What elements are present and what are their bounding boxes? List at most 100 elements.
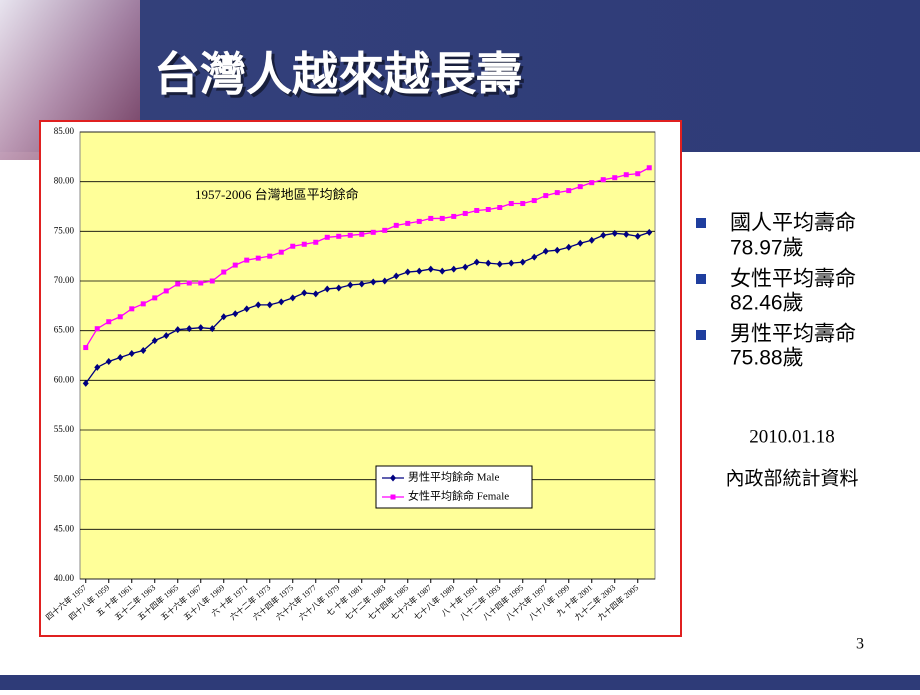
point-marker <box>404 268 411 276</box>
point-marker <box>255 301 262 309</box>
point-marker <box>106 319 112 325</box>
point-marker <box>278 298 285 306</box>
point-marker <box>531 253 538 261</box>
point-marker <box>542 247 549 255</box>
point-marker <box>290 243 296 249</box>
point-marker <box>393 222 399 228</box>
bullet-value: 78.97歲 <box>730 237 804 260</box>
point-marker <box>209 278 215 284</box>
point-marker <box>232 310 239 318</box>
point-marker <box>531 198 537 204</box>
point-marker <box>140 301 146 307</box>
y-tick-label: 80.00 <box>54 176 75 186</box>
point-marker <box>370 278 377 286</box>
point-marker <box>623 172 629 178</box>
point-marker <box>83 345 89 351</box>
point-marker <box>312 290 319 298</box>
point-marker <box>301 241 307 247</box>
point-marker <box>519 258 526 266</box>
point-marker <box>117 353 124 361</box>
point-marker <box>450 265 457 273</box>
point-marker <box>82 379 89 387</box>
point-marker <box>427 265 434 273</box>
point-marker <box>485 206 491 212</box>
point-marker <box>508 201 514 207</box>
point-marker <box>129 306 135 312</box>
point-marker <box>416 267 423 275</box>
bullet <box>696 218 706 228</box>
point-marker <box>255 255 261 261</box>
point-marker <box>554 190 560 196</box>
point-marker <box>554 246 561 254</box>
point-marker <box>612 175 618 181</box>
point-marker <box>151 337 158 345</box>
point-marker <box>198 280 204 286</box>
point-marker <box>128 350 135 358</box>
point-marker <box>140 347 147 355</box>
point-marker <box>117 314 123 320</box>
point-marker <box>347 281 354 289</box>
point-marker <box>565 243 572 251</box>
point-marker <box>209 325 216 333</box>
point-marker <box>370 229 376 235</box>
point-marker <box>520 201 526 207</box>
y-tick-label: 85.00 <box>54 126 75 136</box>
point-marker <box>175 281 181 287</box>
point-marker <box>462 210 468 216</box>
point-marker <box>267 253 273 259</box>
point-marker <box>94 363 101 371</box>
point-marker <box>497 204 503 210</box>
legend-marker <box>390 494 396 500</box>
point-marker <box>347 232 353 238</box>
y-tick-label: 55.00 <box>54 424 75 434</box>
point-marker <box>611 229 618 237</box>
point-marker <box>635 171 641 177</box>
chart-annotation: 1957-2006 台灣地區平均餘命 <box>195 187 359 202</box>
point-marker <box>405 220 411 226</box>
point-marker <box>634 232 641 240</box>
page-number: 3 <box>856 636 864 653</box>
point-marker <box>278 249 284 255</box>
point-marker <box>623 230 630 238</box>
date: 2010.01.18 <box>749 426 835 447</box>
y-tick-label: 50.00 <box>54 474 75 484</box>
point-marker <box>439 267 446 275</box>
source: 內政部統計資料 <box>725 467 858 489</box>
point-marker <box>94 326 100 332</box>
bullet <box>696 274 706 284</box>
point-marker <box>416 218 422 224</box>
point-marker <box>220 313 227 321</box>
chart: 40.00 45.00 50.00 55.00 60.00 65.00 70.00 75.00… <box>43 126 656 622</box>
point-marker <box>600 231 607 239</box>
point-marker <box>197 324 204 332</box>
point-marker <box>393 272 400 280</box>
point-marker <box>324 285 331 293</box>
plot-area <box>79 131 656 580</box>
bullet-label: 女性平均壽命 <box>730 268 856 291</box>
y-tick-label: 65.00 <box>54 325 75 335</box>
point-marker <box>243 305 250 313</box>
point-marker <box>462 263 469 271</box>
point-marker <box>566 188 572 194</box>
point-marker <box>335 284 342 292</box>
point-marker <box>589 180 595 186</box>
legend-label: 男性平均餘命 Male <box>408 470 499 484</box>
y-tick-label: 70.00 <box>54 275 75 285</box>
point-marker <box>496 260 503 268</box>
point-marker <box>301 289 308 297</box>
point-marker <box>174 326 181 334</box>
point-marker <box>289 294 296 302</box>
point-marker <box>428 215 434 221</box>
y-tick-label: 60.00 <box>54 374 75 384</box>
point-marker <box>152 295 158 301</box>
point-marker <box>439 215 445 221</box>
legend-marker <box>390 474 396 482</box>
footer-band <box>0 675 920 690</box>
point-marker <box>381 277 388 285</box>
point-marker <box>473 258 480 266</box>
point-marker <box>232 262 238 268</box>
point-marker <box>186 325 193 333</box>
point-marker <box>474 207 480 213</box>
